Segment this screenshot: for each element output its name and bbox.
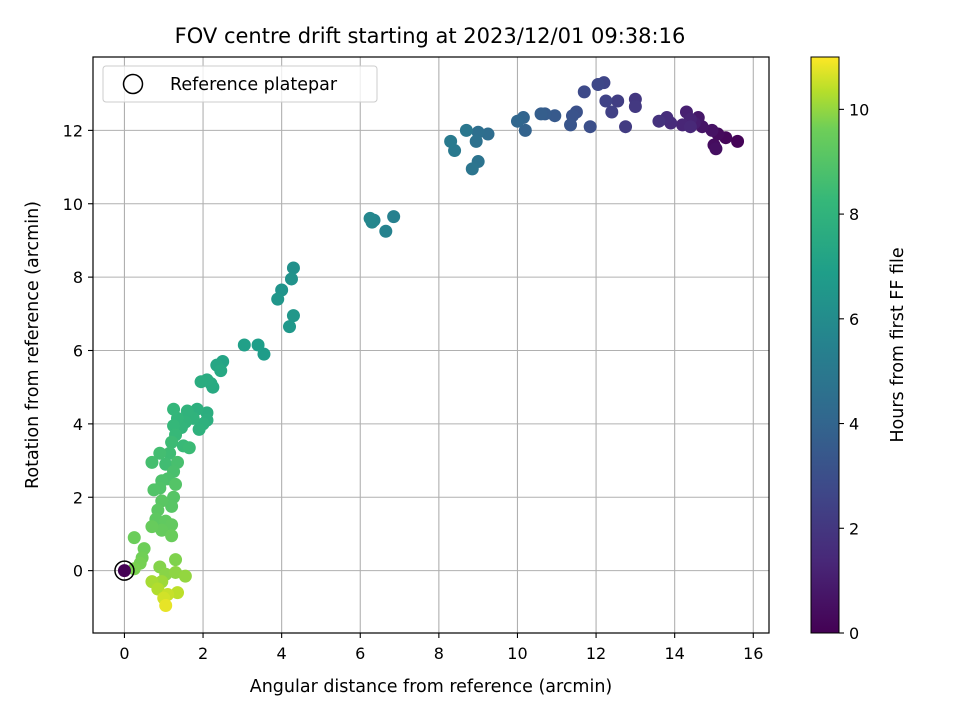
- data-point: [705, 123, 719, 137]
- colorbar-ticks: 0 2 4 6 8 10: [839, 100, 869, 643]
- data-point: [379, 224, 393, 238]
- data-point: [180, 404, 194, 418]
- data-point: [683, 120, 697, 134]
- y-tick-label: 12: [63, 121, 83, 140]
- data-point: [159, 598, 173, 612]
- data-point: [611, 94, 625, 108]
- data-point: [147, 483, 161, 497]
- grid-lines: [93, 57, 769, 633]
- data-point: [605, 105, 619, 119]
- colorbar-tick-label: 6: [849, 310, 859, 329]
- data-point: [564, 118, 578, 132]
- data-points: [117, 76, 745, 612]
- colorbar-tick-label: 4: [849, 415, 859, 434]
- data-point: [145, 520, 159, 534]
- y-tick-label: 0: [73, 562, 83, 581]
- x-tick-label: 10: [507, 644, 527, 663]
- x-tick-label: 12: [586, 644, 606, 663]
- data-point: [155, 523, 169, 537]
- data-point: [469, 134, 483, 148]
- data-point: [165, 529, 179, 543]
- data-point: [271, 292, 285, 306]
- data-point: [387, 210, 401, 224]
- y-tick-label: 8: [73, 268, 83, 287]
- data-point: [194, 375, 208, 389]
- data-point: [286, 261, 300, 275]
- legend-box: [102, 65, 378, 103]
- data-point: [237, 338, 251, 352]
- data-point: [117, 564, 131, 578]
- x-tick-label: 6: [355, 644, 365, 663]
- x-axis-ticks: 0 2 4 6 8 10 12 14 16: [119, 633, 763, 663]
- data-point: [167, 402, 181, 416]
- data-point: [169, 565, 183, 579]
- data-point: [286, 309, 300, 323]
- colorbar-frame: [810, 56, 840, 634]
- legend-label: Reference platepar: [170, 75, 338, 95]
- data-point: [169, 477, 183, 491]
- reference-platepar-marker: [114, 560, 135, 581]
- colorbar-title: Hours from first FF file: [888, 247, 908, 442]
- y-tick-label: 2: [73, 488, 83, 507]
- colorbar-tick-label: 2: [849, 519, 859, 538]
- data-point: [577, 85, 591, 99]
- colorbar: [811, 57, 839, 633]
- plot-frame: [92, 56, 770, 634]
- data-point: [548, 109, 562, 123]
- data-point: [182, 441, 196, 455]
- data-point: [171, 586, 184, 600]
- data-point: [165, 518, 179, 532]
- data-point: [283, 320, 297, 334]
- x-tick-label: 2: [198, 644, 208, 663]
- x-tick-label: 8: [434, 644, 444, 663]
- data-point: [534, 107, 548, 121]
- data-point: [481, 127, 495, 141]
- x-tick-label: 16: [743, 644, 763, 663]
- data-point: [591, 78, 605, 92]
- data-point: [284, 272, 298, 286]
- data-point: [169, 553, 183, 567]
- data-point: [153, 446, 167, 460]
- x-tick-label: 4: [277, 644, 287, 663]
- data-point: [619, 120, 633, 134]
- data-point: [178, 569, 192, 583]
- data-point: [628, 100, 642, 114]
- colorbar-tick-label: 0: [849, 624, 859, 643]
- legend: Reference platepar: [102, 65, 378, 103]
- x-axis-title: Angular distance from reference (arcmin): [250, 677, 613, 697]
- data-point: [599, 94, 613, 108]
- y-tick-label: 10: [63, 195, 83, 214]
- data-point: [518, 123, 532, 137]
- data-point: [731, 134, 745, 148]
- data-point: [465, 162, 479, 176]
- data-point: [510, 114, 524, 128]
- data-point: [652, 114, 666, 128]
- data-point: [709, 142, 723, 156]
- data-point: [192, 422, 206, 436]
- x-tick-label: 14: [664, 644, 684, 663]
- data-point: [459, 123, 473, 137]
- data-point: [127, 531, 141, 545]
- data-point: [145, 455, 159, 469]
- chart-title: FOV centre drift starting at 2023/12/01 …: [175, 24, 686, 48]
- colorbar-tick-label: 10: [849, 100, 869, 119]
- data-point: [583, 120, 597, 134]
- y-tick-label: 4: [73, 415, 83, 434]
- reference-marker: [114, 560, 135, 581]
- data-point: [363, 211, 377, 225]
- colorbar-tick-label: 8: [849, 205, 859, 224]
- data-point: [251, 338, 265, 352]
- y-axis-ticks: 0 2 4 6 8 10 12: [63, 121, 93, 581]
- data-point: [165, 435, 179, 449]
- y-tick-label: 6: [73, 342, 83, 361]
- data-point: [163, 446, 177, 460]
- data-point: [214, 364, 228, 378]
- legend-marker-icon: [122, 73, 144, 95]
- data-point: [444, 134, 458, 148]
- data-point: [165, 499, 179, 513]
- x-tick-label: 0: [119, 644, 129, 663]
- y-axis-title: Rotation from reference (arcmin): [23, 201, 43, 489]
